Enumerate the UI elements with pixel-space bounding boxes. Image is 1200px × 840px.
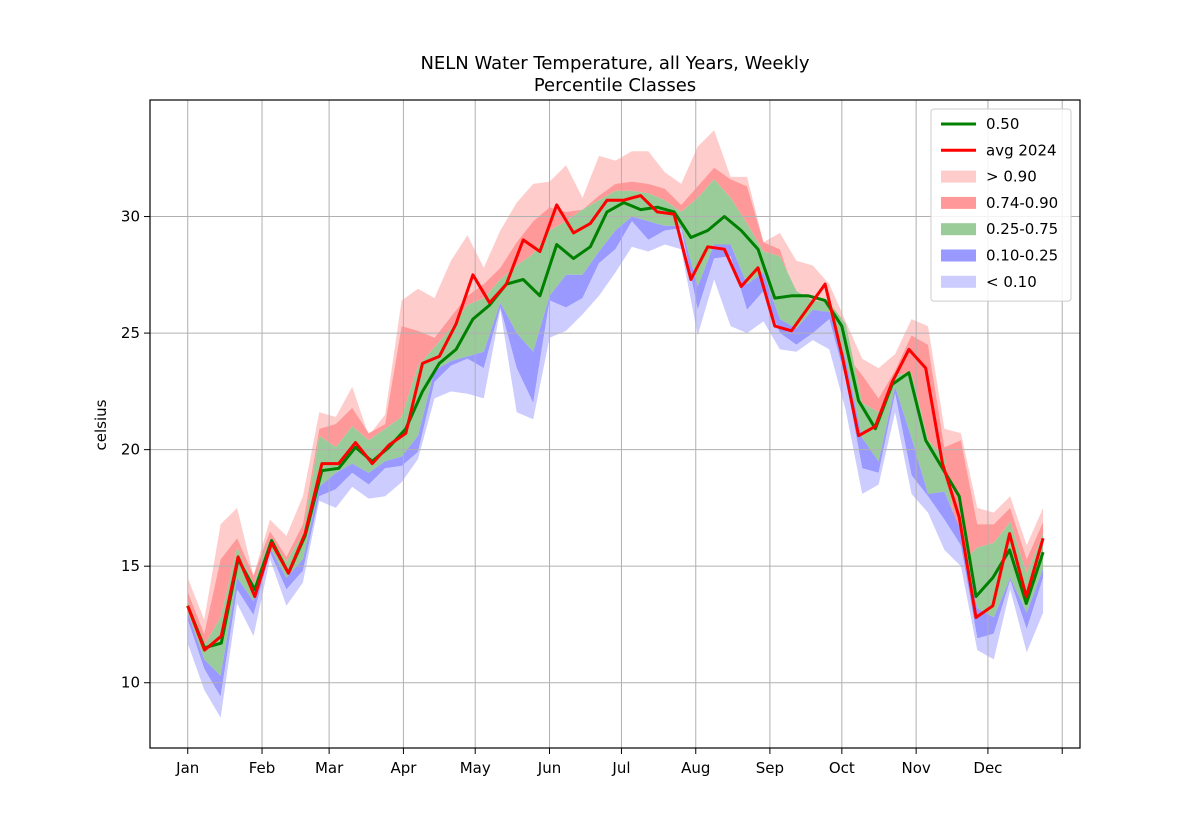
x-tick-label: Apr	[390, 759, 417, 777]
band-p10-p25	[187, 216, 1044, 697]
legend-swatch-patch	[941, 275, 976, 288]
x-tick-label: May	[460, 759, 491, 777]
x-tick-label: Nov	[901, 759, 930, 777]
legend-entry: 0.50	[986, 115, 1019, 133]
legend-entry: > 0.90	[986, 168, 1037, 186]
x-tick-label: Jul	[611, 759, 630, 777]
legend-entry: avg 2024	[986, 141, 1057, 159]
x-tick-label: Feb	[249, 759, 276, 777]
x-tick-label: Oct	[829, 759, 855, 777]
legend-entry: 0.10-0.25	[986, 247, 1058, 265]
y-tick-label: 10	[121, 674, 140, 692]
legend: 0.50 avg 2024 > 0.90 0.74-0.90 0.25-0.75 0.10…	[930, 108, 1072, 302]
axes-frame	[149, 99, 1081, 749]
x-tick-label: Aug	[681, 759, 710, 777]
band-p90-p100	[187, 130, 1044, 634]
y-tick-label: 20	[121, 441, 140, 459]
chart-title: NELN Water Temperature, all Years, Weekl…	[420, 53, 809, 74]
legend-entry: 0.25-0.75	[986, 220, 1058, 238]
y-tick-label: 30	[121, 208, 140, 226]
series-line-0.50	[186, 201, 1045, 650]
legend-swatch-patch	[941, 170, 976, 183]
legend-swatch-patch	[941, 249, 976, 262]
x-tick-label: Jan	[175, 759, 199, 777]
band-p75-p90	[187, 167, 1044, 646]
x-tick-label: Jun	[537, 759, 561, 777]
y-tick-label: 15	[121, 557, 140, 575]
legend-swatch-patch	[941, 223, 976, 236]
band-p00-p10	[187, 221, 1044, 718]
x-tick-label: Sep	[756, 759, 784, 777]
series-line-avg-2024	[186, 194, 1045, 652]
legend-entry: < 0.10	[986, 273, 1037, 291]
y-axis-label: celsius	[92, 399, 110, 450]
plot-area: 10 15 20 25 30 Jan Feb Mar Apr May Jun Jul Aug Sep Oct…	[121, 99, 1081, 777]
x-tick-label: Mar	[315, 759, 344, 777]
chart-subtitle: Percentile Classes	[534, 75, 696, 96]
y-tick-label: 25	[121, 324, 140, 342]
x-tick-label: Dec	[973, 759, 1002, 777]
legend-swatch-patch	[941, 196, 976, 209]
legend-entry: 0.74-0.90	[986, 194, 1058, 212]
